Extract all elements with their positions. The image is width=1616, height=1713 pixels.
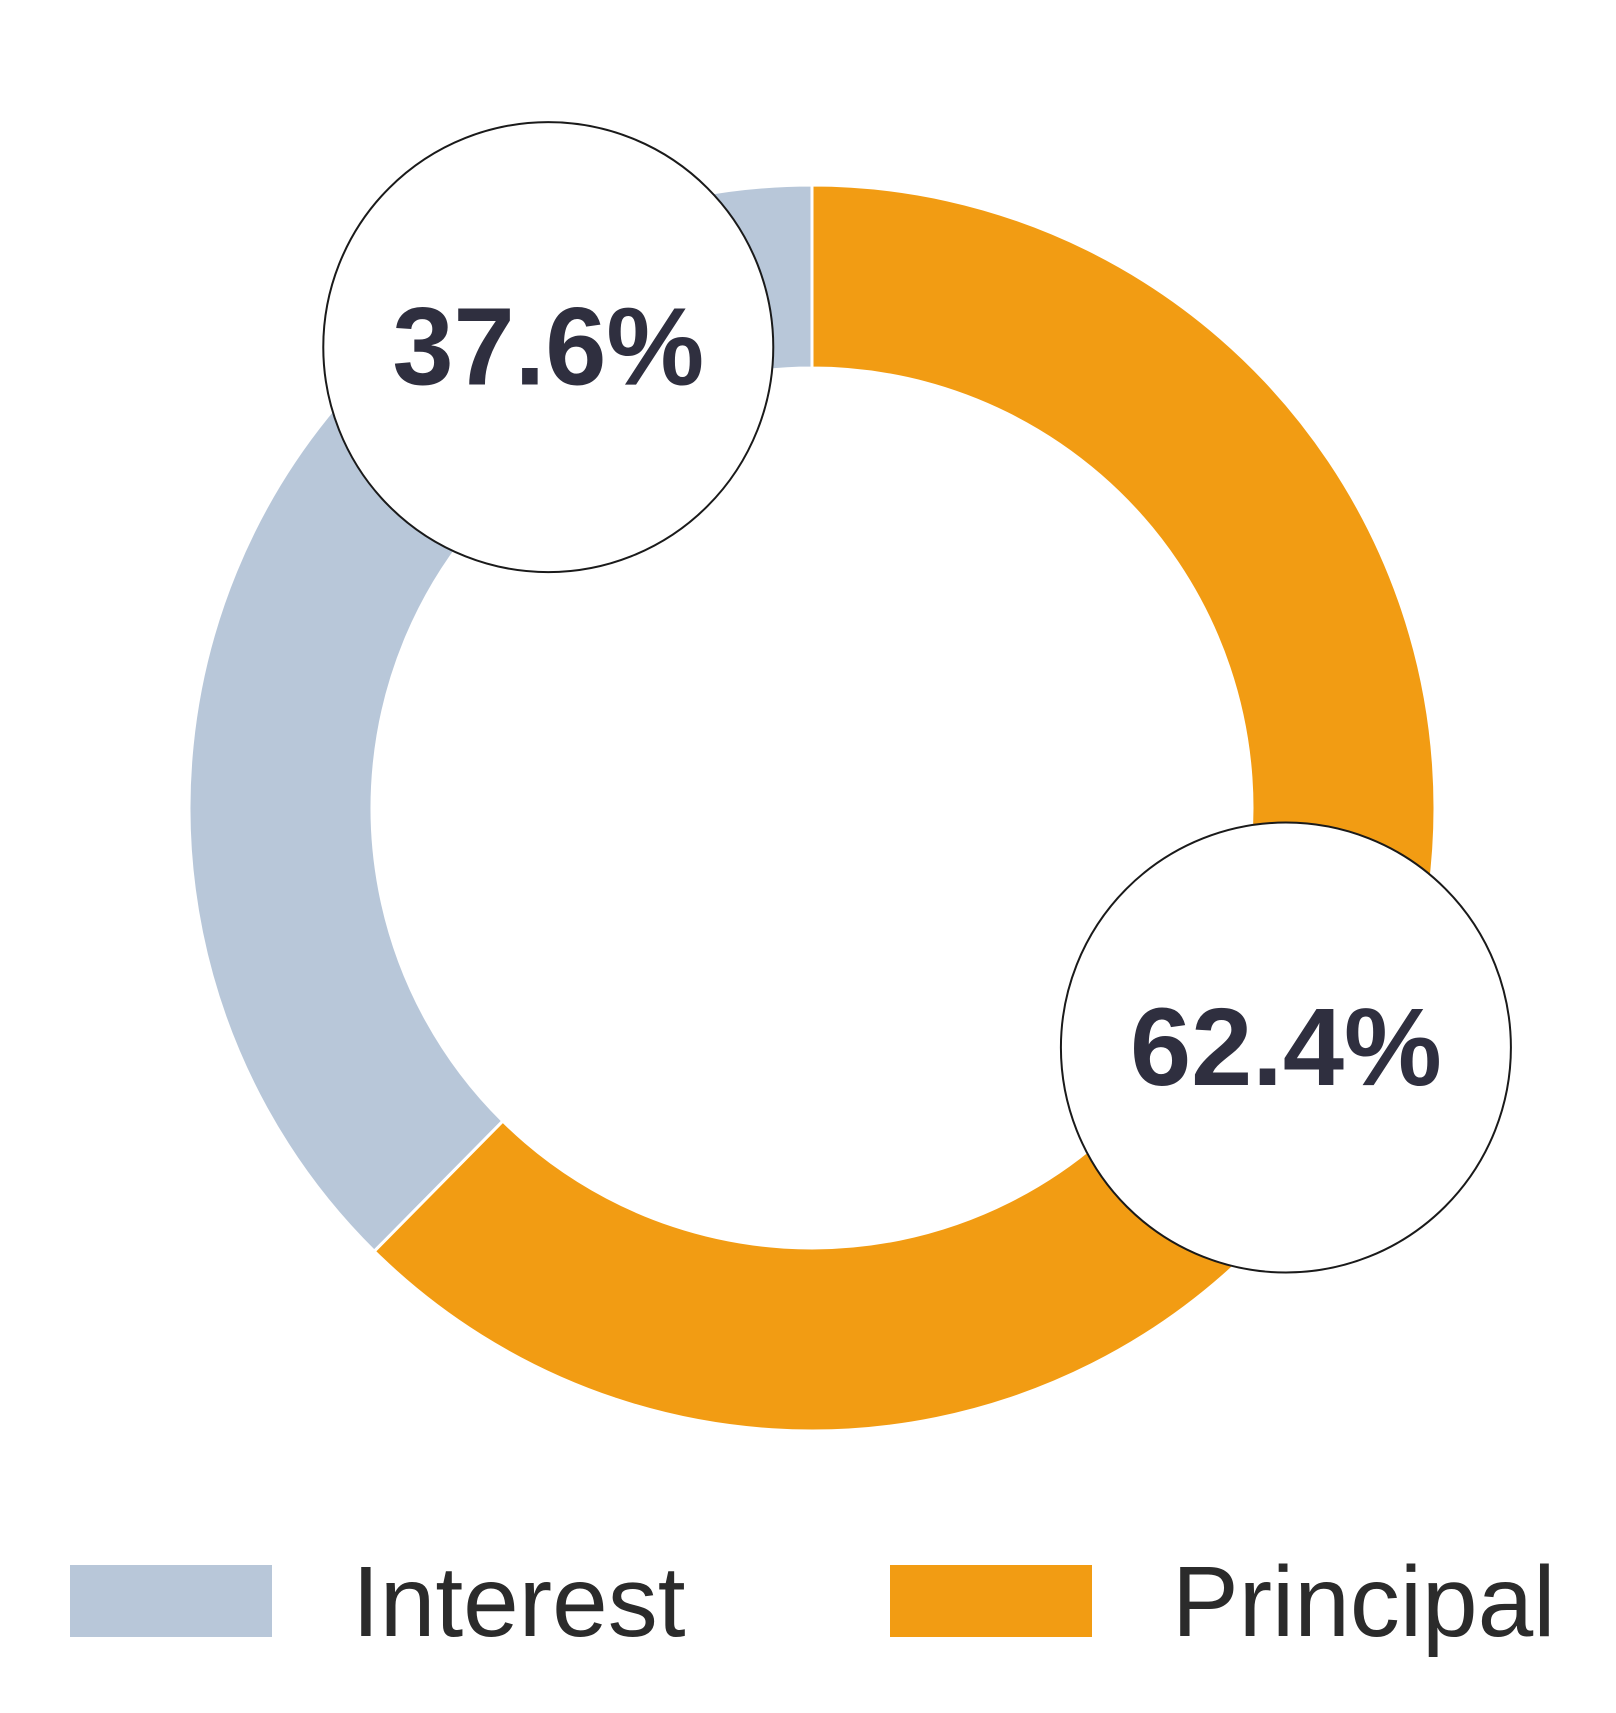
legend-swatch xyxy=(890,1565,1092,1637)
data-labels: 37.6% 62.4% xyxy=(322,121,1512,1274)
data-label-bubble xyxy=(1059,821,1512,1274)
legend-label: Principal xyxy=(1172,1546,1556,1658)
data-label-interest: 37.6% xyxy=(322,121,775,574)
donut-slice-interest xyxy=(187,183,814,1254)
legend-swatch xyxy=(70,1565,272,1637)
legend: Interest Principal xyxy=(70,1546,1556,1658)
legend-item-principal: Principal xyxy=(890,1546,1556,1658)
legend-item-interest: Interest xyxy=(70,1546,686,1658)
data-label-principal: 62.4% xyxy=(1059,821,1512,1274)
data-label-bubble xyxy=(322,121,775,574)
legend-label: Interest xyxy=(352,1546,686,1658)
data-label-text: 37.6% xyxy=(392,286,704,409)
data-label-text: 62.4% xyxy=(1130,986,1442,1109)
